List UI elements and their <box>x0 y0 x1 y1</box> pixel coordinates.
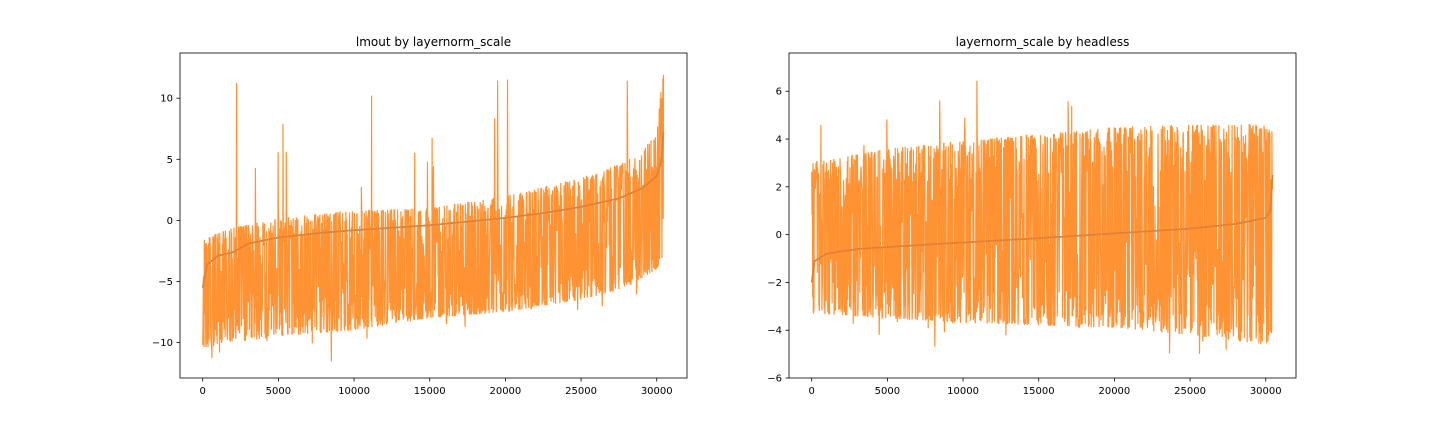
right-trend-line <box>810 174 1274 283</box>
right-x-tick-label: 15000 <box>1023 386 1055 397</box>
right-x-tick-label: 10000 <box>947 386 979 397</box>
left-noise-series <box>202 74 665 362</box>
left-y-tick-label: −10 <box>152 338 173 349</box>
right-chart-panel: layernorm_scale by headless 0 5000 10000 15… <box>767 35 1297 397</box>
left-x-tick-label: 30000 <box>641 386 673 397</box>
right-noise-series <box>811 80 1274 354</box>
left-y-tick-label: −5 <box>158 277 173 288</box>
left-chart-title: lmout by layernorm_scale <box>356 35 511 49</box>
right-y-tick-label: −6 <box>767 374 782 385</box>
right-y-tick-label: 6 <box>776 87 782 98</box>
left-axes-frame <box>179 52 688 379</box>
right-y-tick-label: −4 <box>767 326 782 337</box>
right-y-tick-label: 0 <box>776 230 782 241</box>
right-x-tick-label: 5000 <box>875 386 900 397</box>
right-x-tick-label: 30000 <box>1250 386 1282 397</box>
left-trend-line <box>201 132 665 288</box>
left-x-tick-label: 10000 <box>338 386 370 397</box>
left-y-tick-label: 5 <box>167 155 173 166</box>
left-x-tick-label: 15000 <box>414 386 446 397</box>
left-x-tick-label: 0 <box>200 386 206 397</box>
left-x-tick-label: 20000 <box>489 386 521 397</box>
right-y-tick-label: 2 <box>776 182 782 193</box>
left-x-tick-label: 5000 <box>266 386 291 397</box>
right-axes-frame <box>788 52 1297 379</box>
right-y-tick-label: −2 <box>767 278 782 289</box>
left-chart-panel: lmout by layernorm_scale 0 5000 10000 15000… <box>152 35 688 397</box>
right-y-tick-label: 4 <box>776 135 782 146</box>
right-chart-title: layernorm_scale by headless <box>956 35 1130 49</box>
left-y-tick-label: 10 <box>160 94 173 105</box>
left-x-tick-label: 25000 <box>565 386 597 397</box>
right-x-tick-label: 0 <box>809 386 815 397</box>
right-x-tick-label: 20000 <box>1098 386 1130 397</box>
right-x-tick-label: 25000 <box>1174 386 1206 397</box>
left-y-tick-label: 0 <box>167 216 173 227</box>
